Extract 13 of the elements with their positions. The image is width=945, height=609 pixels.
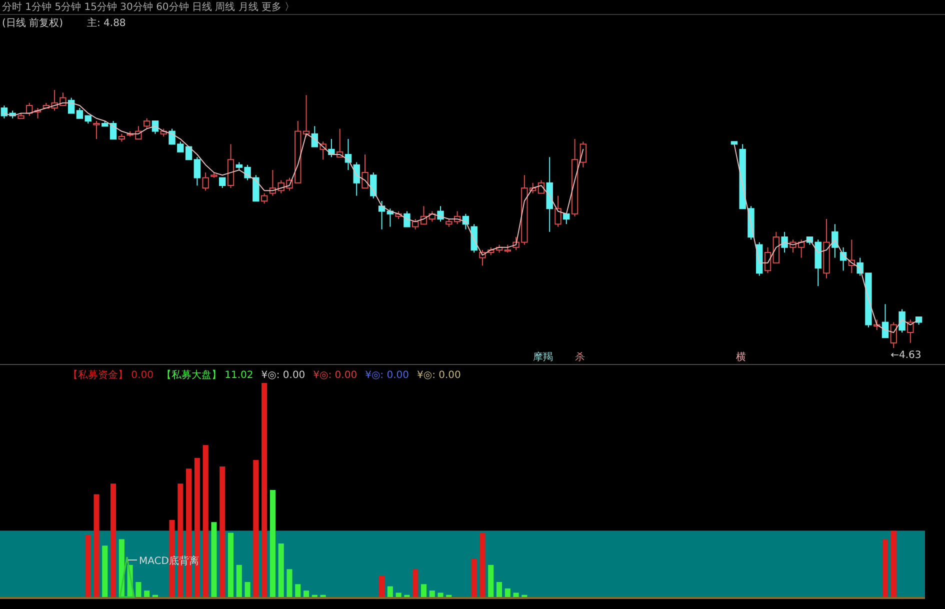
text: ¥◎: 0.00 (313, 370, 358, 381)
chart-title: (日线 前复权) (2, 17, 64, 29)
text: ¥◎: 0.00 (416, 370, 461, 381)
text: 【私募资金】 0.00 (68, 369, 154, 381)
text: 主: 4.88 (86, 17, 126, 29)
text: 【私募大盘】 11.02 (161, 369, 254, 381)
text: 分时 1分钟 5分钟 15分钟 30分钟 60分钟 日线 周线 月线 更多 〉 (2, 1, 295, 13)
text: ¥◎: 0.00 (365, 370, 409, 381)
text: 摩羯 (533, 351, 553, 363)
text: ¥◎: 0.00 (261, 370, 306, 381)
text: ←4.63 (890, 350, 922, 361)
text: 横 (736, 351, 746, 363)
text: 杀 (575, 351, 585, 363)
